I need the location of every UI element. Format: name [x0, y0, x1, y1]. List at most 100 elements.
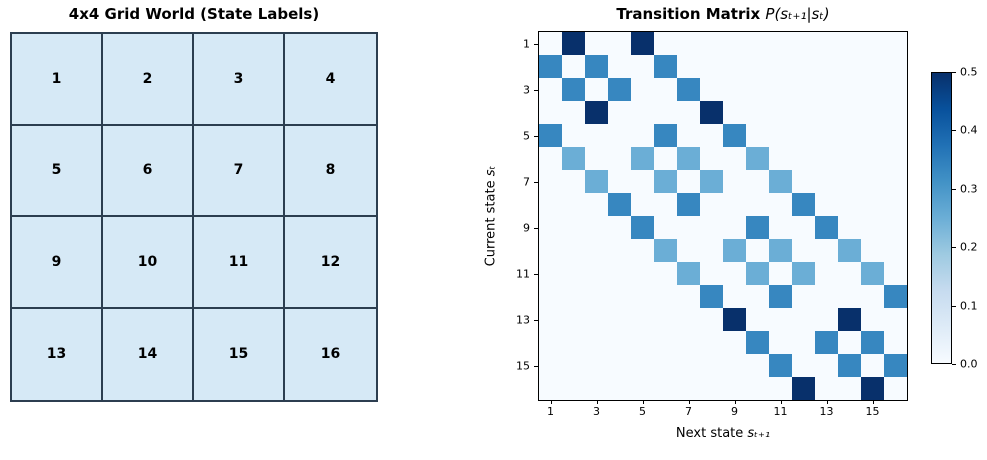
heatmap-cell	[608, 124, 631, 147]
heatmap-cell	[654, 377, 677, 400]
transition-matrix-title: Transition Matrix P(sₜ₊₁|sₜ)	[539, 5, 907, 23]
heatmap-cell	[861, 262, 884, 285]
heatmap-cell	[861, 331, 884, 354]
heatmap-cell	[723, 101, 746, 124]
x-tick-label: 7	[685, 405, 692, 418]
heatmap-cell	[815, 32, 838, 55]
y-tick-label: 11	[516, 267, 530, 280]
heatmap-cell	[608, 78, 631, 101]
heatmap-cell	[608, 32, 631, 55]
heatmap-cell	[884, 32, 907, 55]
heatmap-cell	[815, 308, 838, 331]
heatmap-cell	[631, 147, 654, 170]
heatmap-cell	[700, 101, 723, 124]
heatmap-cell	[769, 101, 792, 124]
heatmap-cell	[792, 216, 815, 239]
x-tick-mark	[872, 400, 874, 404]
colorbar-tick-label: 0.2	[960, 240, 978, 254]
heatmap-grid	[538, 31, 908, 401]
heatmap-cell	[861, 216, 884, 239]
heatmap-cell	[861, 78, 884, 101]
x-tick-mark	[550, 400, 552, 404]
grid-cell-3: 3	[194, 34, 285, 126]
y-tick-label: 7	[523, 175, 530, 188]
y-tick-mark	[534, 273, 538, 275]
heatmap-cell	[677, 78, 700, 101]
x-tick-mark	[826, 400, 828, 404]
heatmap-cell	[608, 193, 631, 216]
heatmap-cell	[884, 55, 907, 78]
heatmap-cell	[700, 308, 723, 331]
heatmap-cell	[677, 331, 700, 354]
heatmap-cell	[631, 101, 654, 124]
heatmap-cell	[585, 308, 608, 331]
heatmap-cell	[723, 193, 746, 216]
heatmap-cell	[608, 262, 631, 285]
heatmap-cell	[838, 377, 861, 400]
heatmap-cell	[677, 239, 700, 262]
heatmap-cell	[792, 78, 815, 101]
heatmap-cell	[654, 193, 677, 216]
heatmap-cell	[723, 239, 746, 262]
heatmap-cell	[585, 55, 608, 78]
heatmap-cell	[654, 308, 677, 331]
heatmap-cell	[631, 124, 654, 147]
colorbar-tick-mark	[952, 305, 956, 307]
heatmap-cell	[562, 124, 585, 147]
heatmap-cell	[562, 55, 585, 78]
y-tick-mark	[534, 365, 538, 367]
heatmap-cell	[700, 262, 723, 285]
heatmap-cell	[838, 354, 861, 377]
heatmap-cell	[884, 124, 907, 147]
heatmap-cell	[723, 331, 746, 354]
heatmap-cell	[815, 101, 838, 124]
heatmap-cell	[884, 308, 907, 331]
y-tick-mark	[534, 181, 538, 183]
heatmap-cell	[585, 32, 608, 55]
heatmap-cell	[631, 55, 654, 78]
colorbar-gradient	[931, 72, 952, 364]
grid-cell-12: 12	[285, 217, 376, 309]
heatmap-cell	[585, 262, 608, 285]
heatmap-cell	[792, 170, 815, 193]
y-tick-label: 15	[516, 359, 530, 372]
heatmap-cell	[562, 239, 585, 262]
y-tick-label: 9	[523, 221, 530, 234]
colorbar-tick-label: 0.5	[960, 65, 978, 79]
y-tick-label: 13	[516, 313, 530, 326]
heatmap-cell	[838, 124, 861, 147]
heatmap-cell	[861, 147, 884, 170]
heatmap-cell	[792, 331, 815, 354]
heatmap-cell	[700, 331, 723, 354]
heatmap-cell	[562, 170, 585, 193]
heatmap-cell	[769, 124, 792, 147]
heatmap-cell	[746, 377, 769, 400]
colorbar-tick-mark	[952, 72, 956, 73]
heatmap-cell	[746, 101, 769, 124]
grid-cell-11: 11	[194, 217, 285, 309]
heatmap-cell	[746, 32, 769, 55]
heatmap-cell	[769, 193, 792, 216]
x-tick-mark	[780, 400, 782, 404]
colorbar-tick-label: 0.0	[960, 357, 978, 371]
heatmap-cell	[631, 239, 654, 262]
heatmap-cell	[677, 354, 700, 377]
heatmap-cell	[654, 147, 677, 170]
heatmap-cell	[769, 377, 792, 400]
y-axis-ticks: 1 3 5 7 9 11 13 15	[498, 32, 538, 400]
heatmap-cell	[746, 193, 769, 216]
heatmap-cell	[746, 170, 769, 193]
heatmap-cell	[700, 239, 723, 262]
colorbar-tick-mark	[952, 130, 956, 132]
heatmap-cell	[723, 147, 746, 170]
heatmap-cell	[608, 55, 631, 78]
heatmap-cell	[562, 285, 585, 308]
heatmap-cell	[677, 101, 700, 124]
heatmap-cell	[884, 262, 907, 285]
grid-cell-4: 4	[285, 34, 376, 126]
heatmap-cell	[608, 377, 631, 400]
grid-cell-2: 2	[103, 34, 194, 126]
heatmap-cell	[792, 147, 815, 170]
heatmap-cell	[631, 262, 654, 285]
heatmap-cell	[654, 124, 677, 147]
